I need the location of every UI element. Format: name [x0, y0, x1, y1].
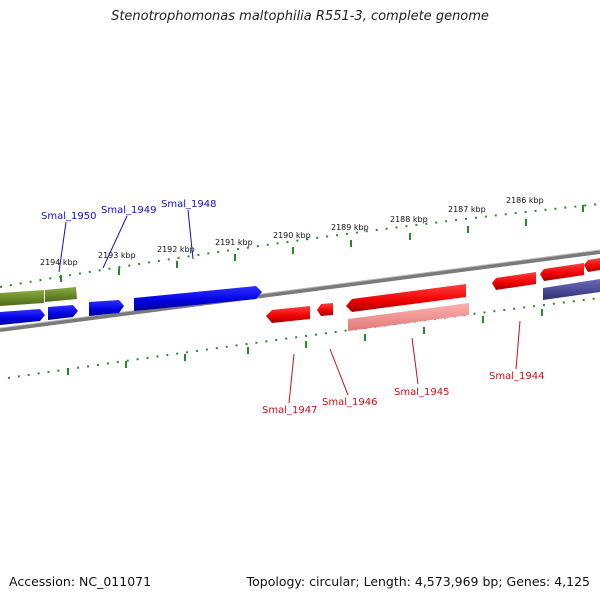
label-leaders-blue [58, 209, 194, 273]
gene-label-smal-1950[interactable]: Smal_1950 [41, 211, 96, 222]
gene-smal-1945[interactable] [346, 284, 466, 312]
gene-smal-1942[interactable] [584, 258, 600, 272]
gene-smal-1951[interactable] [0, 309, 45, 325]
accession-label: Accession: NC_011071 [9, 574, 152, 589]
scale-label-2188: 2188 kbp [390, 215, 428, 224]
scale-label-2189: 2189 kbp [331, 223, 369, 232]
gene-track-green [0, 287, 77, 306]
gene-smal-1950[interactable] [48, 305, 78, 320]
scale-label-2187: 2187 kbp [448, 205, 486, 214]
gene-smal-1944[interactable] [492, 272, 536, 290]
gene-smal-1943[interactable] [540, 263, 584, 281]
inner-major-ticks [67, 309, 543, 375]
gene-label-smal-1944[interactable]: Smal_1944 [489, 371, 544, 382]
gene-label-smal-1946[interactable]: Smal_1946 [322, 397, 377, 408]
gene-label-smal-1949[interactable]: Smal_1949 [101, 205, 156, 216]
scale-label-2186: 2186 kbp [506, 196, 544, 205]
gene-smal-1946[interactable] [317, 303, 333, 316]
scale-label-2191: 2191 kbp [215, 238, 253, 247]
gene-smal-1945-secondary [348, 303, 469, 331]
outer-major-ticks [60, 205, 584, 282]
genome-backbone [0, 250, 600, 332]
genome-summary: Topology: circular; Length: 4,573,969 bp… [246, 574, 590, 589]
scale-label-2190: 2190 kbp [273, 231, 311, 240]
scale-label-2192: 2192 kbp [157, 245, 195, 254]
gene-track-purple [543, 279, 600, 300]
label-leaders-red [288, 320, 521, 404]
scale-label-2194: 2194 kbp [40, 258, 78, 267]
scale-label-2193: 2193 kbp [98, 251, 136, 260]
gene-smal-1948[interactable] [134, 286, 262, 311]
outer-scale-arc [0, 203, 600, 288]
gene-label-smal-1945[interactable]: Smal_1945 [394, 387, 449, 398]
gene-label-smal-1948[interactable]: Smal_1948 [161, 199, 216, 210]
gene-smal-1947[interactable] [266, 306, 310, 323]
gene-label-smal-1947[interactable]: Smal_1947 [262, 405, 317, 416]
map-title: Stenotrophomonas maltophilia R551-3, com… [111, 9, 489, 24]
gene-smal-1949[interactable] [89, 300, 124, 316]
